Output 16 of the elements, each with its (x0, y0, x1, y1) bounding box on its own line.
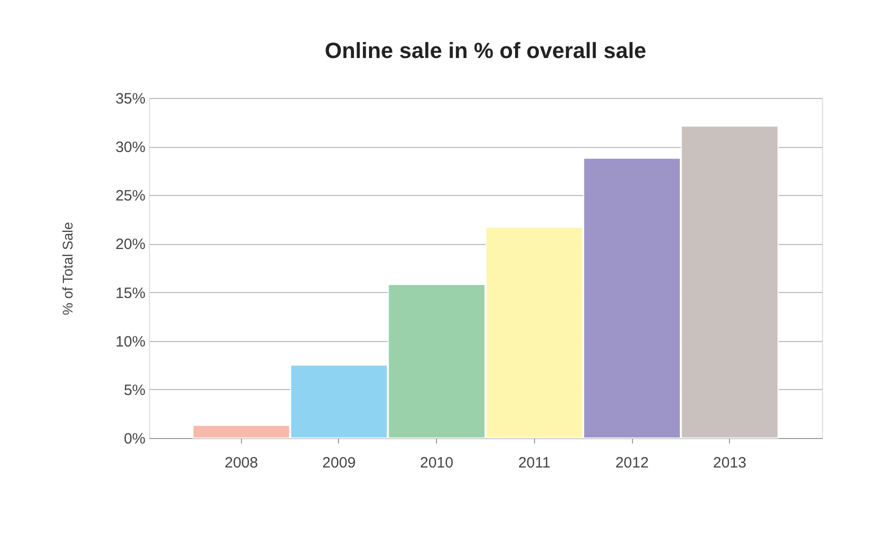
y-tick-label: 10% (115, 333, 146, 350)
y-tick-label: 35% (115, 90, 146, 108)
chart-title: Online sale in % of overall sale (324, 38, 646, 63)
x-tick-label: 2011 (518, 454, 550, 472)
x-tick-label: 2010 (420, 454, 454, 472)
y-tick-label: 0% (124, 430, 146, 448)
x-tick-label: 2013 (713, 454, 746, 472)
y-tick-label: 30% (115, 139, 146, 156)
y-axis-title: % of Total Sale (59, 222, 76, 316)
y-tick-label: 5% (124, 382, 146, 399)
y-tick-label: 25% (115, 188, 146, 205)
y-tick-label: 20% (115, 236, 146, 254)
x-tick-label: 2008 (224, 454, 258, 472)
x-tick-label: 2012 (615, 454, 649, 472)
y-tick-label: 15% (115, 284, 146, 302)
x-tick-label: 2009 (322, 454, 356, 472)
